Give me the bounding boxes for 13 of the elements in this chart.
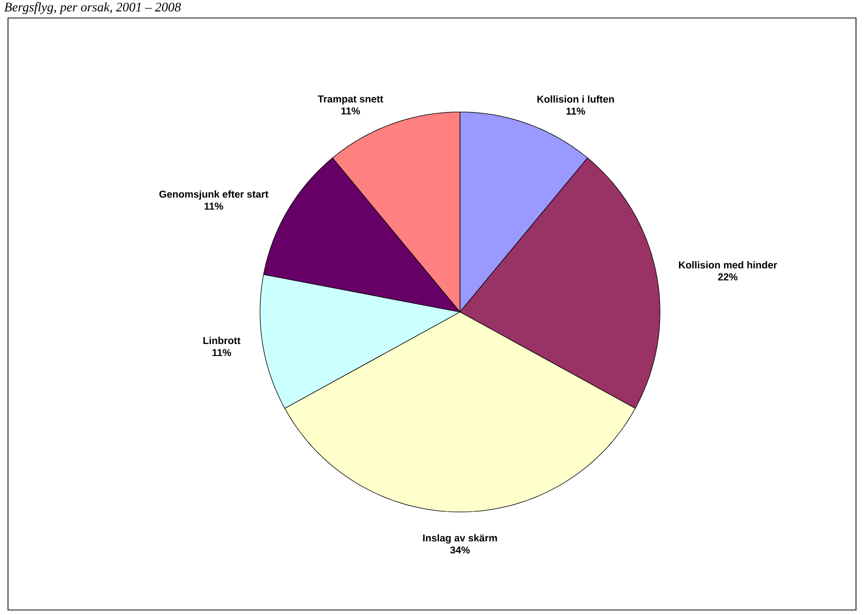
slice-label: Kollision i luften (537, 95, 614, 103)
data-label: 22% (718, 273, 738, 280)
chart-title: Bergsflyg, per orsak, 2001 – 2008 (4, 2, 181, 14)
slice-label: Kollision med hinder (678, 261, 778, 268)
data-label: 11% (566, 108, 586, 115)
data-label: 11% (341, 107, 360, 114)
slice-label: Linbrott (203, 336, 240, 344)
data-label: 34% (450, 546, 470, 554)
data-label: 11% (212, 349, 232, 356)
slice-label: Trampat snett (318, 96, 384, 104)
data-label: 11% (204, 202, 224, 210)
slice-label: Inslag av skärm (423, 534, 497, 544)
slice-label: Genomsjunk efter start (159, 190, 268, 200)
